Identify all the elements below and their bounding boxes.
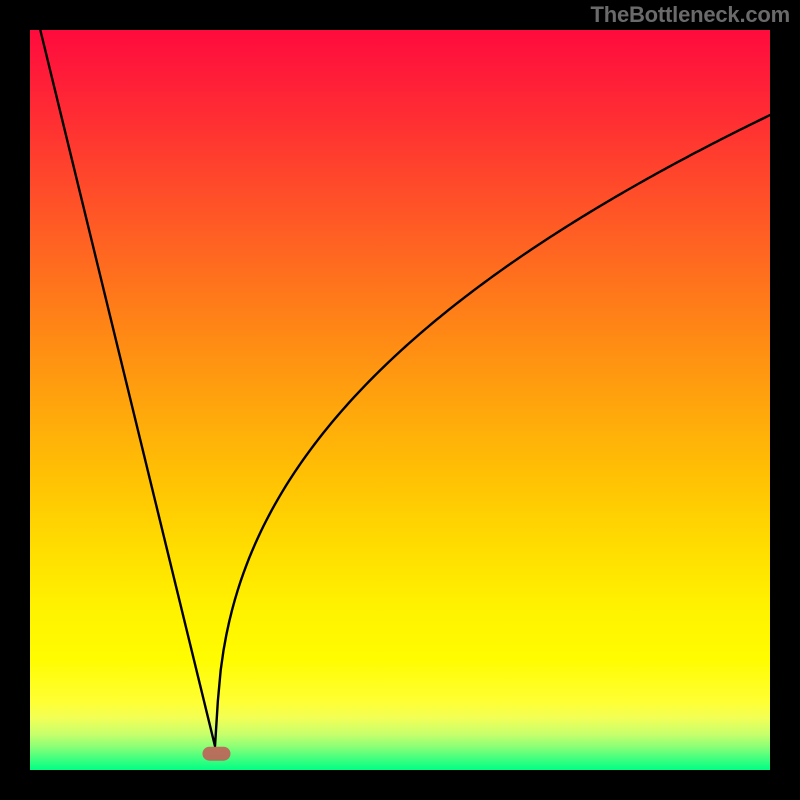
watermark-text: TheBottleneck.com <box>590 2 790 28</box>
gradient-background <box>30 30 770 770</box>
bottleneck-chart <box>30 30 770 770</box>
optimal-point-marker <box>202 747 230 761</box>
